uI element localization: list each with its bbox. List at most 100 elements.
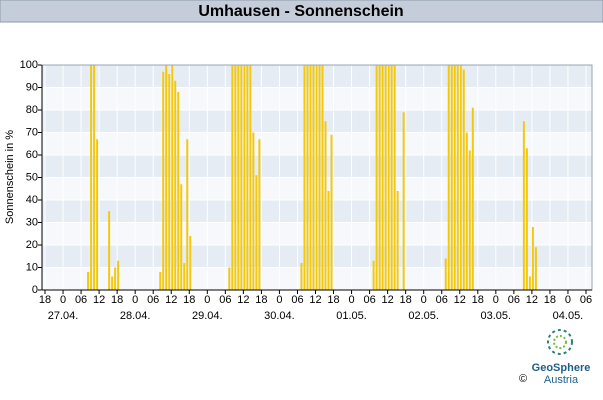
- y-tick-label: 70: [26, 126, 38, 138]
- date-label: 28.04.: [120, 310, 151, 322]
- x-tick-label: 18: [111, 294, 123, 306]
- bar: [93, 65, 96, 290]
- bar: [534, 247, 537, 290]
- bar: [525, 148, 528, 290]
- y-tick-label: 100: [20, 59, 38, 71]
- logo-country: Austria: [544, 374, 579, 386]
- bar: [246, 65, 249, 290]
- x-tick-label: 0: [565, 294, 571, 306]
- x-tick-label: 0: [132, 294, 138, 306]
- x-tick-label: 18: [400, 294, 412, 306]
- bar: [180, 184, 183, 290]
- bar: [243, 65, 246, 290]
- bar: [240, 65, 243, 290]
- y-tick-label: 0: [32, 284, 38, 296]
- date-label: 01.05.: [336, 310, 367, 322]
- bar: [255, 175, 258, 290]
- bar: [189, 236, 192, 290]
- x-tick-label: 18: [39, 294, 51, 306]
- y-tick-label: 60: [26, 149, 38, 161]
- x-tick-label: 06: [147, 294, 159, 306]
- bar: [174, 80, 177, 290]
- y-tick-label: 30: [26, 216, 38, 228]
- bar: [471, 107, 474, 290]
- x-tick-label: 0: [60, 294, 66, 306]
- bar: [330, 134, 333, 290]
- bar: [165, 65, 168, 290]
- bar: [387, 65, 390, 290]
- x-tick-label: 12: [165, 294, 177, 306]
- bar: [375, 65, 378, 290]
- bar: [231, 65, 234, 290]
- bar: [378, 65, 381, 290]
- bar: [111, 276, 114, 290]
- x-tick-label: 18: [255, 294, 267, 306]
- x-tick-label: 06: [291, 294, 303, 306]
- title-bar: [0, 0, 603, 23]
- bar: [324, 121, 327, 290]
- x-tick-label: 0: [276, 294, 282, 306]
- bar: [396, 191, 399, 290]
- bar: [531, 227, 534, 290]
- bar: [447, 65, 450, 290]
- bar: [234, 65, 237, 290]
- x-tick-label: 0: [421, 294, 427, 306]
- bar: [462, 69, 465, 290]
- bar: [309, 65, 312, 290]
- bar: [252, 132, 255, 290]
- x-tick-label: 18: [327, 294, 339, 306]
- x-tick-label: 0: [493, 294, 499, 306]
- bar: [468, 150, 471, 290]
- bar: [453, 65, 456, 290]
- x-tick-label: 12: [526, 294, 538, 306]
- bar: [183, 263, 186, 290]
- copyright: ©: [519, 373, 527, 385]
- bar: [327, 191, 330, 290]
- date-label: 27.04.: [48, 310, 79, 322]
- bar: [249, 65, 252, 290]
- x-tick-label: 06: [580, 294, 592, 306]
- x-tick-label: 0: [204, 294, 210, 306]
- y-tick-label: 90: [26, 81, 38, 93]
- y-tick-label: 20: [26, 239, 38, 251]
- bar: [522, 121, 525, 290]
- bar: [228, 267, 231, 290]
- date-label: 30.04.: [264, 310, 295, 322]
- bar: [168, 74, 171, 290]
- bar: [450, 65, 453, 290]
- bar: [318, 65, 321, 290]
- date-label: 02.05.: [408, 310, 439, 322]
- bar: [300, 263, 303, 290]
- logo: GeoSphere Austria ©: [519, 329, 591, 386]
- x-tick-label: 06: [219, 294, 231, 306]
- bar: [528, 276, 531, 290]
- bar: [90, 65, 93, 290]
- y-tick-label: 10: [26, 261, 38, 273]
- bar: [315, 65, 318, 290]
- date-label: 03.05.: [481, 310, 512, 322]
- bar: [177, 92, 180, 290]
- x-tick-label: 12: [309, 294, 321, 306]
- x-tick-label: 06: [363, 294, 375, 306]
- y-tick-label: 50: [26, 171, 38, 183]
- bar: [306, 65, 309, 290]
- bar: [186, 139, 189, 290]
- bar: [96, 139, 99, 290]
- x-tick-label: 12: [237, 294, 249, 306]
- bar: [171, 65, 174, 290]
- bar: [114, 267, 117, 290]
- x-tick-label: 06: [75, 294, 87, 306]
- logo-name: GeoSphere: [532, 362, 591, 374]
- bar: [237, 65, 240, 290]
- bar: [381, 65, 384, 290]
- x-tick-label: 0: [349, 294, 355, 306]
- bar: [384, 65, 387, 290]
- x-tick-label: 12: [93, 294, 105, 306]
- date-label: 04.05.: [553, 310, 584, 322]
- bar: [87, 272, 90, 290]
- date-label: 29.04.: [192, 310, 223, 322]
- bar: [390, 65, 393, 290]
- bar: [312, 65, 315, 290]
